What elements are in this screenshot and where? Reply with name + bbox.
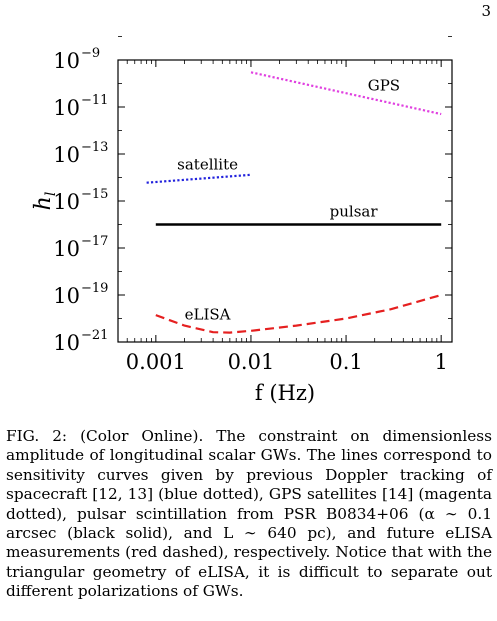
y-tick-exponent: −15 bbox=[81, 187, 108, 202]
y-tick-label: 10 bbox=[53, 284, 80, 308]
y-tick-label: 10 bbox=[53, 190, 80, 214]
series-line-elisa bbox=[155, 293, 442, 334]
annotation-gps: GPS bbox=[368, 77, 400, 95]
y-tick-label: 10 bbox=[53, 143, 80, 167]
y-axis-label: hl bbox=[31, 192, 59, 211]
page-number: 3 bbox=[481, 2, 491, 20]
y-tick-exponent: −11 bbox=[81, 93, 108, 108]
figure-caption: FIG. 2: (Color Online). The constraint o… bbox=[6, 427, 492, 602]
series-line-satellite bbox=[146, 173, 252, 184]
y-tick-exponent: −21 bbox=[81, 328, 108, 343]
y-tick-exponent: −13 bbox=[81, 140, 108, 155]
annotation-pulsar: pulsar bbox=[330, 202, 379, 220]
y-tick-label: 10 bbox=[53, 96, 80, 120]
figure: 0.001 0.01 0.1 1 10 −21 10 −19 10 −17 10 −15 10 −13 10… bbox=[31, 36, 453, 405]
series-line-gps bbox=[250, 71, 442, 116]
y-tick-exponent: −9 bbox=[81, 46, 100, 61]
y-axis-label-subscript: l bbox=[43, 192, 59, 196]
y-tick-exponent: −19 bbox=[81, 281, 108, 296]
y-tick-label: 10 bbox=[53, 49, 80, 73]
x-tick-label: 1 bbox=[434, 350, 447, 374]
y-tick-exponent: −17 bbox=[81, 234, 108, 249]
annotation-elisa: eLISA bbox=[185, 306, 231, 324]
caption-text: FIG. 2: (Color Online). The constraint o… bbox=[6, 427, 492, 601]
x-tick-label: 0.01 bbox=[228, 350, 275, 374]
y-tick-label: 10 bbox=[53, 331, 80, 355]
x-tick-label: 0.001 bbox=[126, 350, 186, 374]
x-tick-label: 0.1 bbox=[329, 350, 362, 374]
plot-frame bbox=[117, 59, 453, 343]
annotation-satellite: satellite bbox=[177, 155, 238, 173]
x-axis-label: f (Hz) bbox=[255, 381, 315, 405]
sensitivity-chart: 0.001 0.01 0.1 110−2110−1910−1710−1510−1310… bbox=[31, 36, 453, 405]
y-tick-label: 10 bbox=[53, 237, 80, 261]
